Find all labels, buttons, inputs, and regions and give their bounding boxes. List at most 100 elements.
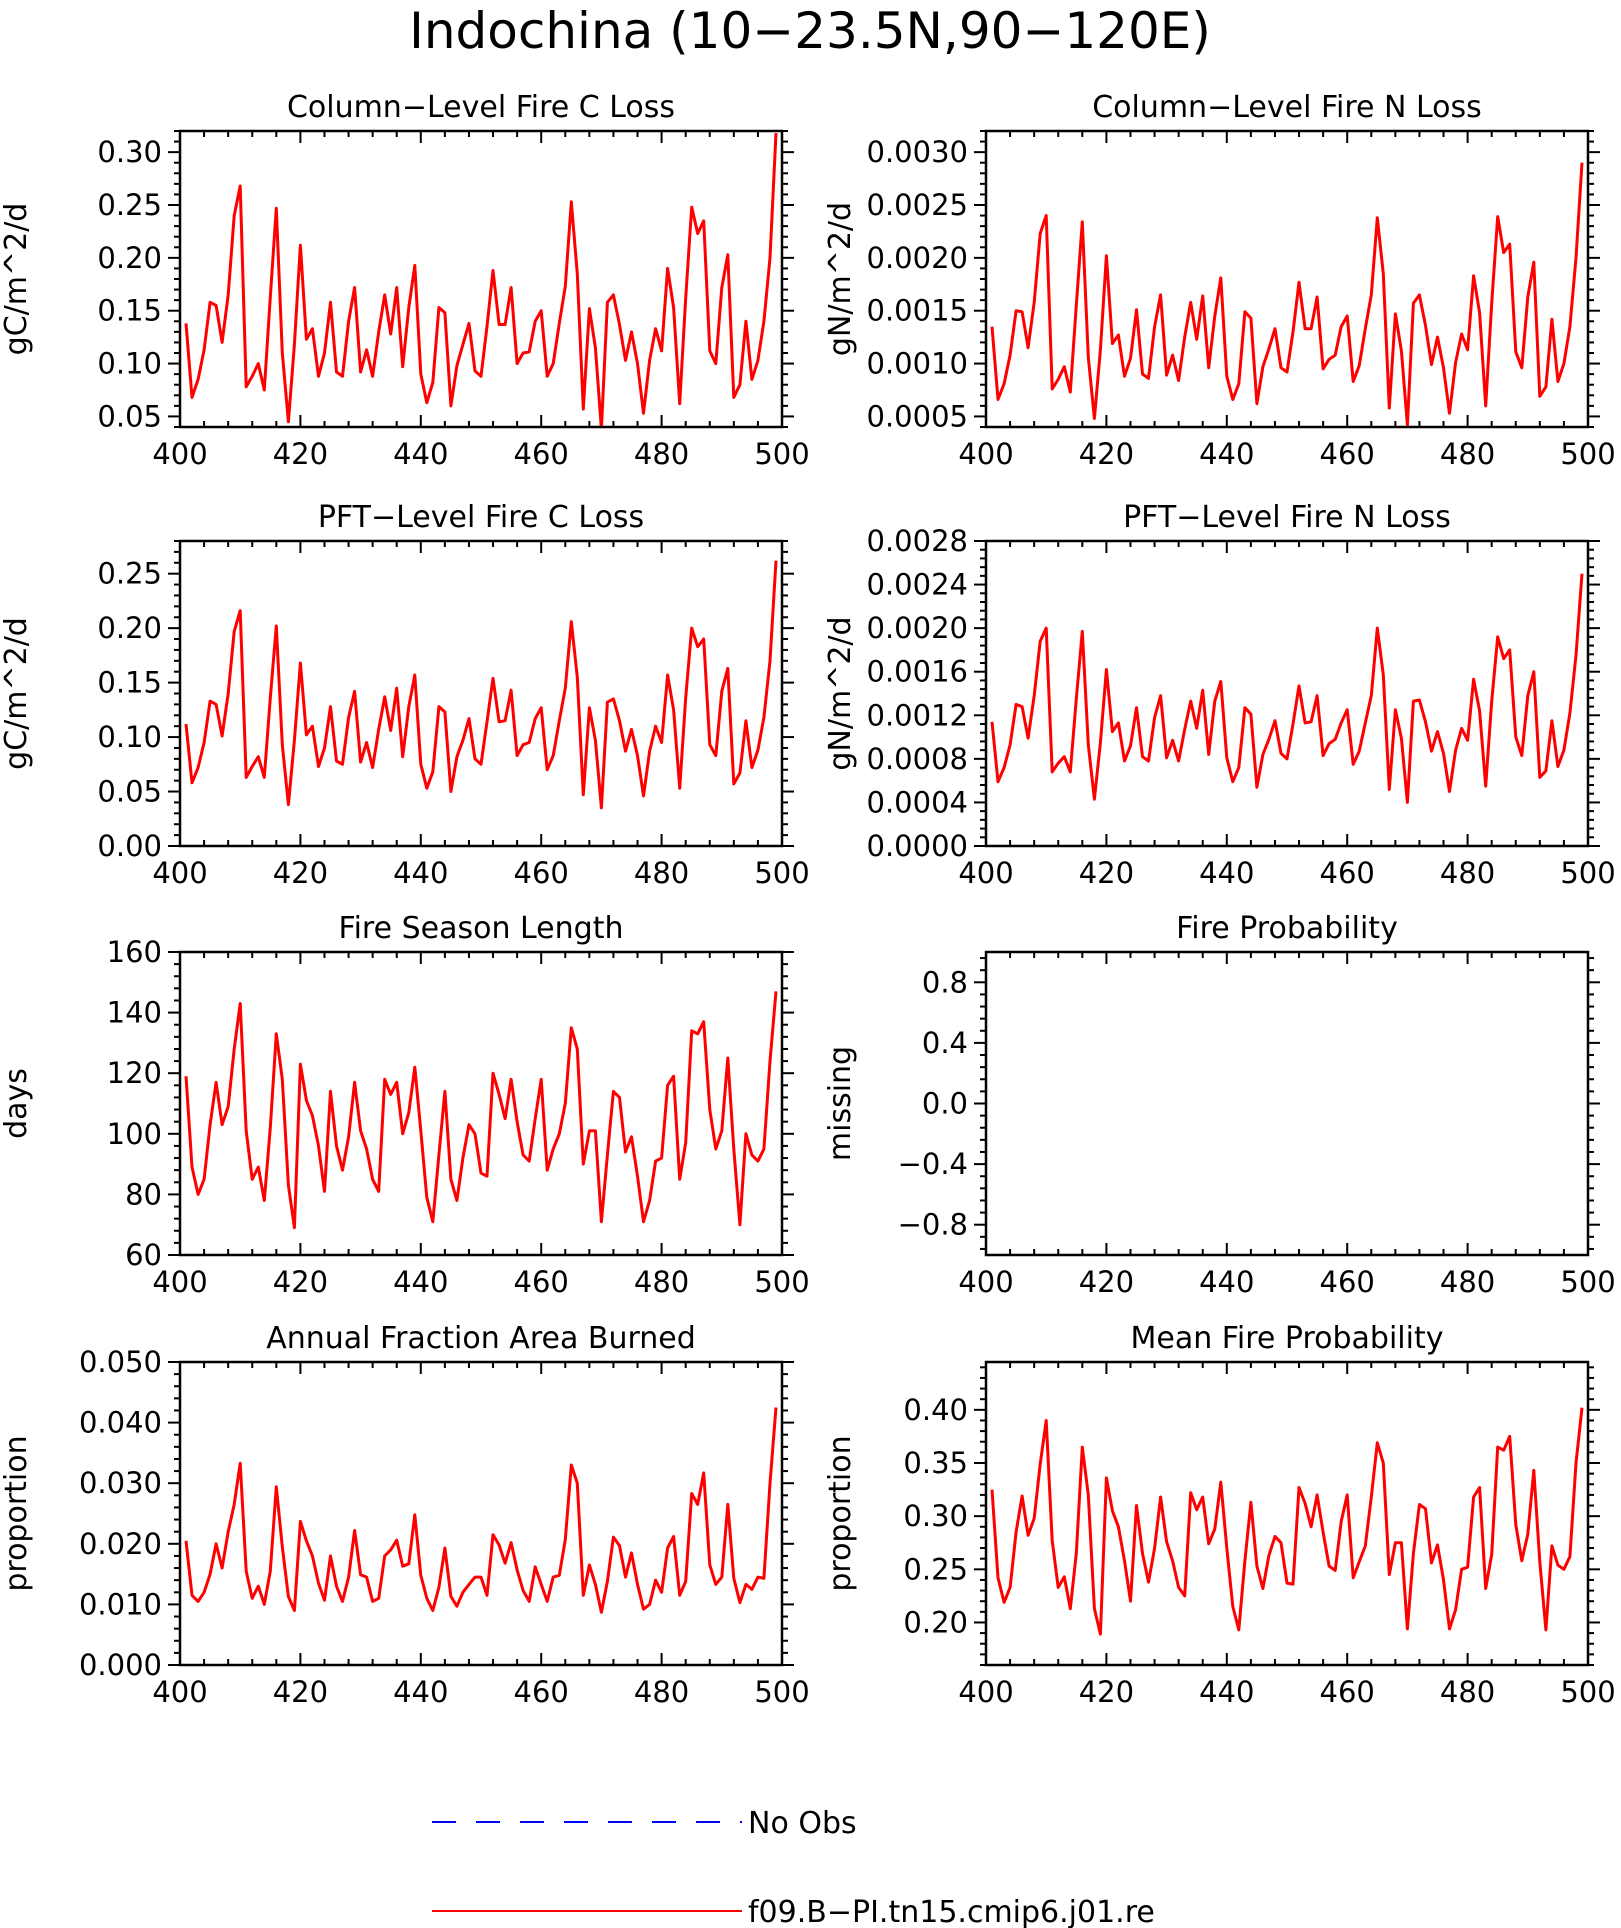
y-tick-label: 0.0005 (867, 399, 968, 433)
y-tick-label: 80 (125, 1177, 162, 1211)
x-tick-label: 480 (634, 1265, 689, 1299)
y-tick-label: 0.030 (79, 1466, 162, 1500)
plot-frame (984, 129, 1590, 429)
y-axis-label: gC/m^2/d (0, 617, 34, 770)
series-line (184, 991, 778, 1230)
x-tick-label: 480 (634, 856, 689, 890)
y-tick-label: 0.05 (97, 399, 162, 433)
x-tick-label: 440 (393, 1265, 448, 1299)
y-tick-label: 0.0016 (867, 655, 968, 689)
plot-frame (178, 950, 784, 1257)
x-tick-label: 500 (754, 1675, 809, 1709)
y-tick-label: 0.010 (79, 1587, 162, 1621)
y-tick-label: 60 (125, 1238, 162, 1272)
x-tick-label: 420 (1079, 856, 1134, 890)
x-tick-label: 500 (1560, 856, 1615, 890)
y-tick-label: 140 (107, 996, 162, 1030)
y-tick-label: 0.020 (79, 1527, 162, 1561)
y-tick-label: 0.0004 (867, 785, 968, 819)
y-tick-label: 0.0012 (867, 698, 968, 732)
y-tick-label: 0.20 (97, 611, 162, 645)
panel-title: PFT−Level Fire N Loss (1123, 500, 1451, 535)
x-tick-label: 420 (1079, 1675, 1134, 1709)
chart-panel-3: 400 420 440 460 480 500 0.00 0.05 0.10 0.15 0.20 0.… (0, 500, 810, 890)
x-tick-label: 500 (1560, 1675, 1615, 1709)
x-tick-label: 460 (1320, 856, 1375, 890)
panel-title: Fire Season Length (339, 911, 624, 946)
x-tick-label: 420 (273, 437, 328, 471)
x-tick-label: 460 (514, 1675, 569, 1709)
y-tick-label: 0.0010 (867, 347, 968, 381)
y-tick-label: 0.40 (903, 1393, 968, 1427)
chart-panel-8: 400 420 440 460 480 500 0.20 0.25 0.30 0.35 0.40 Me… (823, 1321, 1616, 1709)
series-line (184, 560, 778, 810)
x-tick-label: 480 (1440, 1265, 1495, 1299)
chart-panel-5: 400 420 440 460 480 500 60 80 100 120 140 160 Fire S… (0, 911, 810, 1299)
x-tick-label: 500 (754, 1265, 809, 1299)
y-tick-label: 0.25 (97, 188, 162, 222)
y-tick-label: 0.0008 (867, 742, 968, 776)
x-tick-label: 400 (958, 437, 1013, 471)
x-tick-label: 400 (152, 1265, 207, 1299)
y-axis-label: days (0, 1068, 34, 1139)
plot-frame (984, 539, 1590, 848)
y-tick-label: 100 (107, 1117, 162, 1151)
x-tick-label: 440 (1199, 1675, 1254, 1709)
chart-panel-1: 400 420 440 460 480 500 0.05 0.10 0.15 0.20 0.25 0.… (0, 90, 810, 471)
panel-title: Annual Fraction Area Burned (266, 1321, 696, 1356)
y-tick-label: 0.20 (97, 241, 162, 275)
series-line (184, 1407, 778, 1614)
chart-panel-2: 400 420 440 460 480 500 0.0005 0.0010 0.0015 0.00… (823, 90, 1616, 471)
legend-obs-label: No Obs (748, 1806, 857, 1841)
x-tick-label: 500 (754, 437, 809, 471)
y-tick-label: 0.050 (79, 1345, 162, 1379)
y-tick-label: 0.0015 (867, 294, 968, 328)
plot-frame (178, 1360, 784, 1667)
y-tick-label: 0.0025 (867, 188, 968, 222)
y-tick-label: 0.25 (903, 1552, 968, 1586)
y-axis-label: gN/m^2/d (823, 616, 858, 770)
legend: No Obs f09.B−PI.tn15.cmip6.j01.re (432, 1806, 1155, 1928)
y-tick-label: 120 (107, 1056, 162, 1090)
x-tick-label: 480 (634, 1675, 689, 1709)
y-tick-label: 0.30 (97, 135, 162, 169)
y-tick-label: 160 (107, 935, 162, 969)
panel-title: PFT−Level Fire C Loss (318, 500, 644, 535)
chart-panel-4: 400 420 440 460 480 500 0.0000 0.0004 0.0008 0.00… (823, 500, 1616, 890)
y-axis-label: proportion (0, 1435, 34, 1591)
x-tick-label: 440 (393, 1675, 448, 1709)
y-tick-label: 0.35 (903, 1446, 968, 1480)
y-tick-label: 0.0020 (867, 611, 968, 645)
y-tick-label: 0.0024 (867, 568, 968, 602)
panel-title: Mean Fire Probability (1131, 1321, 1444, 1356)
x-tick-label: 440 (1199, 437, 1254, 471)
y-tick-label: 0.05 (97, 775, 162, 809)
series-line (990, 573, 1584, 804)
x-tick-label: 440 (393, 437, 448, 471)
y-tick-label: −0.8 (898, 1208, 968, 1242)
x-tick-label: 440 (1199, 1265, 1254, 1299)
x-tick-label: 400 (152, 1675, 207, 1709)
y-axis-label: gC/m^2/d (0, 203, 34, 356)
x-tick-label: 400 (958, 856, 1013, 890)
x-tick-label: 460 (514, 856, 569, 890)
panel-title: Column−Level Fire C Loss (287, 90, 675, 125)
x-tick-label: 420 (1079, 437, 1134, 471)
x-tick-label: 500 (1560, 437, 1615, 471)
x-tick-label: 480 (1440, 437, 1495, 471)
y-tick-label: −0.4 (898, 1147, 968, 1181)
y-tick-label: 0.00 (97, 829, 162, 863)
chart-panel-7: 400 420 440 460 480 500 0.000 0.010 0.020 0.030 0.… (0, 1321, 810, 1709)
y-tick-label: 0.0030 (867, 135, 968, 169)
y-tick-label: 0.8 (922, 965, 968, 999)
y-tick-label: 0.20 (903, 1605, 968, 1639)
x-tick-label: 420 (273, 1265, 328, 1299)
x-tick-label: 440 (1199, 856, 1254, 890)
x-tick-label: 500 (1560, 1265, 1615, 1299)
x-tick-label: 400 (958, 1675, 1013, 1709)
plot-frame (984, 1360, 1590, 1667)
legend-model-label: f09.B−PI.tn15.cmip6.j01.re (748, 1895, 1155, 1928)
y-tick-label: 0.10 (97, 720, 162, 754)
y-axis-label: proportion (823, 1435, 858, 1591)
x-tick-label: 420 (1079, 1265, 1134, 1299)
